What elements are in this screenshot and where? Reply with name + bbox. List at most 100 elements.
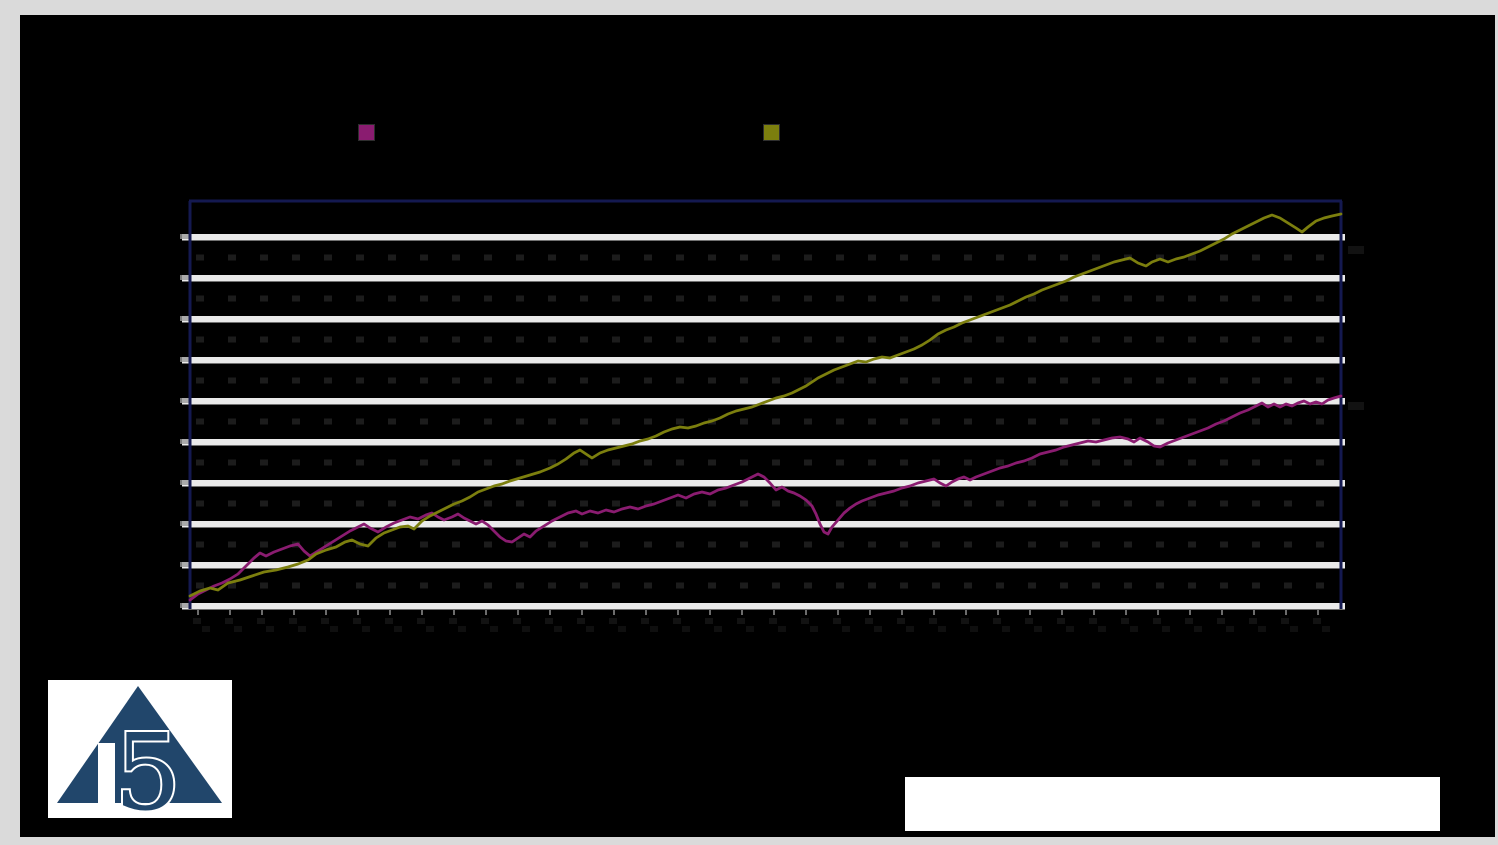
x-label-smudge (1194, 626, 1202, 632)
x-label-smudge (426, 626, 434, 632)
x-label-smudge (1098, 626, 1106, 632)
y-tick (180, 603, 189, 608)
major-gridline-shadow (182, 609, 1345, 610)
x-tick (869, 610, 871, 615)
x-tick (1093, 610, 1095, 615)
x-tick (325, 610, 327, 615)
major-gridline-shadow (182, 281, 1345, 282)
x-label-smudge (609, 618, 617, 624)
major-gridline-shadow (182, 486, 1345, 487)
x-label-smudge (577, 618, 585, 624)
x-label-smudge (298, 626, 306, 632)
major-gridline (182, 316, 1345, 322)
major-gridline (182, 603, 1345, 609)
x-label-smudge (481, 618, 489, 624)
x-label-smudge (1162, 626, 1170, 632)
y-tick (180, 275, 189, 280)
x-tick (837, 610, 839, 615)
x-label-smudge (513, 618, 521, 624)
x-label-smudge (650, 626, 658, 632)
x-tick (1061, 610, 1063, 615)
x-tick (1317, 610, 1319, 615)
x-label-smudge (938, 626, 946, 632)
x-label-smudge (833, 618, 841, 624)
x-label-smudge (1057, 618, 1065, 624)
x-label-smudge (234, 626, 242, 632)
x-label-smudge (1217, 618, 1225, 624)
x-label-smudge (1089, 618, 1097, 624)
major-gridline-shadow (182, 240, 1345, 241)
y-tick (180, 357, 189, 362)
x-label-smudge (673, 618, 681, 624)
x-label-smudge (874, 626, 882, 632)
x-label-smudge (193, 618, 201, 624)
y-tick (180, 480, 189, 485)
legend-swatch-purple (358, 124, 375, 141)
series-2-olive-line (188, 212, 1343, 598)
x-label-smudge (746, 626, 754, 632)
x-tick (1253, 610, 1255, 615)
x-label-smudge (714, 626, 722, 632)
major-gridline (182, 480, 1345, 486)
x-label-smudge (257, 618, 265, 624)
x-label-smudge (1066, 626, 1074, 632)
x-label-smudge (641, 618, 649, 624)
x-tick (389, 610, 391, 615)
x-label-smudge (1258, 626, 1266, 632)
x-label-smudge (417, 618, 425, 624)
x-tick (1189, 610, 1191, 615)
legend-label-olive (789, 124, 1089, 142)
y-tick (180, 562, 189, 567)
major-gridline (182, 562, 1345, 568)
x-tick (1029, 610, 1031, 615)
x-label-smudge (842, 626, 850, 632)
x-label-smudge (394, 626, 402, 632)
logo-numeral-one (98, 743, 115, 803)
major-gridline (182, 521, 1345, 527)
footer-white-box (905, 777, 1440, 831)
major-gridline-shadow (182, 527, 1345, 528)
x-label-smudge (618, 626, 626, 632)
x-label-smudge (897, 618, 905, 624)
x-label-smudge (769, 618, 777, 624)
x-tick (645, 610, 647, 615)
x-label-smudge (554, 626, 562, 632)
series-end-label-smudge (1348, 402, 1364, 410)
x-label-smudge (225, 618, 233, 624)
x-label-smudge (865, 618, 873, 624)
major-gridline-shadow (182, 322, 1345, 323)
x-tick (229, 610, 231, 615)
x-label-smudge (682, 626, 690, 632)
x-label-smudge (1249, 618, 1257, 624)
x-tick (1125, 610, 1127, 615)
x-label-smudge (362, 626, 370, 632)
major-gridline-shadow (182, 568, 1345, 569)
x-label-smudge (330, 626, 338, 632)
x-label-smudge (1121, 618, 1129, 624)
x-label-smudge (1002, 626, 1010, 632)
x-label-smudge (1025, 618, 1033, 624)
slide-canvas (20, 15, 1495, 837)
legend-swatch-olive (763, 124, 780, 141)
x-label-smudge (266, 626, 274, 632)
y-tick (180, 316, 189, 321)
major-gridline (182, 439, 1345, 445)
x-tick (741, 610, 743, 615)
x-tick (1221, 610, 1223, 615)
x-label-smudge (906, 626, 914, 632)
logo-graphic: 5 (48, 680, 232, 818)
x-label-smudge (1322, 626, 1330, 632)
x-tick (773, 610, 775, 615)
x-label-smudge (449, 618, 457, 624)
major-gridline (182, 357, 1345, 363)
x-label-smudge (810, 626, 818, 632)
x-tick (453, 610, 455, 615)
x-label-smudge (1153, 618, 1161, 624)
x-label-smudge (289, 618, 297, 624)
x-label-smudge (490, 626, 498, 632)
x-label-smudge (545, 618, 553, 624)
x-label-smudge (1226, 626, 1234, 632)
legend-label-purple (384, 124, 684, 142)
major-gridline-shadow (182, 445, 1345, 446)
y-tick (180, 234, 189, 239)
